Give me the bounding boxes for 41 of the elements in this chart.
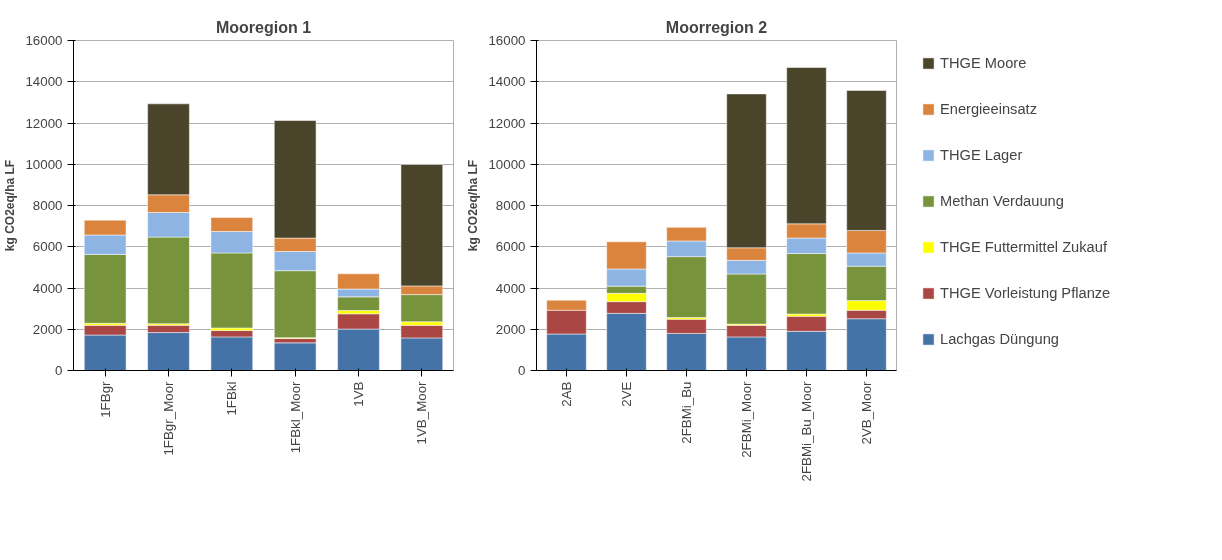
y-tick-label: 16000 (488, 33, 526, 48)
legend-label: Lachgas Düngung (940, 331, 1059, 347)
y-tick-label: 12000 (25, 115, 63, 131)
x-tick-label: 2AB (559, 381, 574, 407)
legend-label: THGE Moore (940, 55, 1027, 71)
x-tick-label: 1FBgr (97, 380, 113, 418)
x-tick-label: 2FBMi_Bu_Moor (799, 380, 814, 482)
y-tick-label: 8000 (495, 198, 526, 213)
legend-label: THGE Lager (940, 147, 1023, 163)
legend-label: Methan Verdauung (940, 193, 1064, 209)
x-tick-label: 1FBkl (224, 381, 240, 416)
y-tick-label: 8000 (32, 198, 63, 213)
legend-label: THGE Futtermittel Zukauf (940, 239, 1107, 255)
y-tick-label: 14000 (25, 74, 63, 90)
y-axis-title: kg CO2eq/ha LF (3, 159, 18, 252)
y-tick-label: 0 (55, 363, 63, 378)
y-tick-label: 16000 (25, 33, 63, 48)
y-tick-label: 0 (518, 363, 526, 378)
chart-title: Moorregion 2 (665, 18, 768, 36)
x-tick-label: 1VB_Moor (414, 380, 430, 445)
x-tick-label: 1FBgr_Moor (161, 380, 176, 456)
x-tick-label: 2FBMi_Moor (739, 380, 754, 458)
y-tick-label: 4000 (495, 280, 526, 296)
x-tick-label: 2FBMi_Bu (679, 381, 694, 444)
x-tick-label: 1FBkl_Moor (287, 380, 303, 454)
y-tick-label: 14000 (488, 74, 526, 90)
x-tick-label: 2VB_Moor (859, 380, 874, 445)
y-tick-label: 4000 (32, 280, 63, 296)
y-tick-label: 6000 (495, 239, 526, 255)
x-tick-label: 2VE (619, 381, 634, 407)
x-tick-label: 1VB (351, 381, 366, 407)
y-tick-label: 12000 (488, 115, 526, 131)
legend-label: THGE Vorleistung Pflanze (940, 285, 1111, 301)
y-tick-label: 6000 (32, 239, 63, 255)
chart-title: Mooregion 1 (215, 18, 312, 36)
y-tick-label: 2000 (495, 321, 526, 337)
y-tick-label: 10000 (488, 156, 526, 172)
y-tick-label: 2000 (32, 321, 63, 337)
legend-label: Energieeinsatz (940, 101, 1037, 117)
y-tick-label: 10000 (25, 156, 63, 172)
y-axis-title: kg CO2eq/ha LF (466, 159, 481, 252)
